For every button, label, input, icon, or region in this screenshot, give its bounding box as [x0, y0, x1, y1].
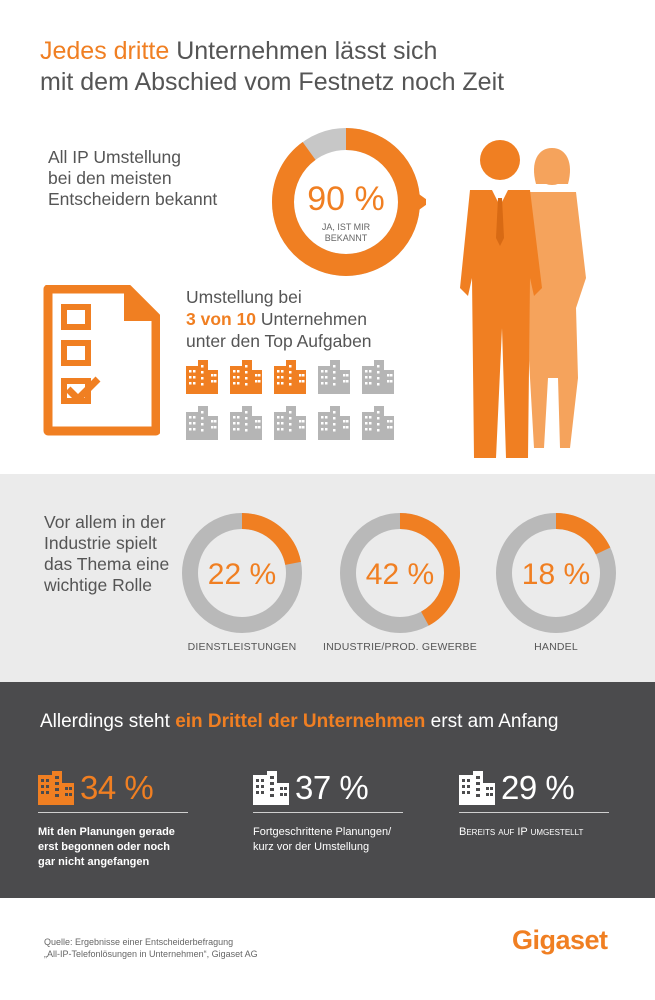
stat-divider — [253, 812, 403, 813]
source-line-1: Quelle: Ergebnisse einer Entscheiderbefr… — [44, 937, 234, 947]
checklist-document-icon — [43, 285, 160, 436]
business-people-illustration — [460, 140, 586, 458]
stat-divider — [38, 812, 188, 813]
stat-desc-switched-line-1: Bereits auf IP umgestellt — [459, 826, 584, 838]
donut-industrie-value: 42 % — [366, 558, 434, 591]
awareness-line-2: bei den meisten — [48, 168, 172, 188]
adoption-headline: Allerdings steht ein Drittel der Unterne… — [40, 711, 640, 733]
stat-desc-switched: Bereits auf IP umgestellt — [459, 825, 629, 840]
top-tasks-line-3: unter den Top Aufgaben — [186, 331, 372, 351]
stat-value-begun: 34 % — [80, 769, 154, 806]
awareness-line-1: All IP Umstellung — [48, 147, 181, 167]
stat-block-begun: 34 % Mit den Planungen gerade erst begon… — [38, 766, 208, 870]
stat-desc-begun-line-1: Mit den Planungen gerade — [38, 826, 175, 838]
stat-desc-advanced: Fortgeschrittene Planungen/ kurz vor der… — [253, 825, 423, 855]
awareness-line-3: Entscheidern bekannt — [48, 189, 218, 209]
adoption-headline-bold: ein Drittel der Unternehmen — [175, 711, 426, 732]
top-tasks-highlight: 3 von 10 — [186, 309, 257, 329]
building-icon — [318, 406, 350, 440]
donut-dienstleistungen: 22 % — [182, 513, 302, 633]
title-highlight: Jedes dritte — [40, 37, 170, 65]
label-dienstleistungen: DIENSTLEISTUNGEN — [187, 641, 297, 653]
source-line-2: „All-IP-Telefonlösungen in Unternehmen“,… — [44, 949, 258, 959]
industry-line-2: Industrie spielt — [44, 533, 157, 553]
building-icon — [362, 406, 394, 440]
industry-line-3: das Thema eine — [44, 554, 170, 574]
donut-dienstleistungen-arc — [182, 513, 302, 633]
donut-industrie-arc — [340, 513, 460, 633]
awareness-text: All IP Umstellung bei den meisten Entsch… — [48, 147, 268, 210]
awareness-donut-arc — [272, 128, 420, 276]
title-line-2: mit dem Abschied vom Festnetz noch Zeit — [40, 68, 505, 96]
stat-block-advanced: 37 % Fortgeschrittene Planungen/ kurz vo… — [253, 766, 423, 855]
stat-block-switched: 29 % Bereits auf IP umgestellt — [459, 766, 629, 840]
stat-desc-advanced-line-2: kurz vor der Umstellung — [253, 841, 370, 853]
top-tasks-line-1: Umstellung bei — [186, 287, 302, 307]
gigaset-logo: Gigaset — [512, 925, 608, 955]
building-icon — [38, 771, 74, 805]
awareness-donut-chart: 90 % JA, IST MIR BEKANNT — [272, 128, 426, 276]
building-icon — [253, 771, 289, 805]
source-note: Quelle: Ergebnisse einer Entscheiderbefr… — [44, 936, 344, 960]
donut-handel: 18 % — [496, 513, 616, 633]
top-tasks-text: Umstellung bei 3 von 10 Unternehmen unte… — [186, 286, 426, 352]
building-icon-highlighted — [230, 360, 262, 394]
building-icon — [362, 360, 394, 394]
donut-handel-value: 18 % — [522, 558, 590, 591]
stat-desc-begun: Mit den Planungen gerade erst begonnen o… — [38, 825, 208, 870]
building-icon — [274, 406, 306, 440]
donut-dienstleistungen-value: 22 % — [208, 558, 276, 591]
donut-industrie: 42 % — [340, 513, 460, 633]
label-industrie: INDUSTRIE/PROD. GEWERBE — [323, 641, 477, 653]
adoption-headline-pre: Allerdings steht — [40, 711, 176, 732]
stat-desc-advanced-line-1: Fortgeschrittene Planungen/ — [253, 826, 392, 838]
awareness-donut-value: 90 % — [307, 180, 385, 218]
title-rest: Unternehmen lässt sich — [169, 37, 438, 65]
awareness-donut-caption-2: BEKANNT — [325, 233, 368, 243]
stat-value-switched: 29 % — [501, 769, 575, 806]
stat-desc-begun-line-3: gar nicht angefangen — [38, 856, 150, 868]
adoption-section — [0, 682, 655, 898]
building-icon-highlighted — [186, 360, 218, 394]
building-icon — [459, 771, 495, 805]
building-icon — [186, 406, 218, 440]
donut-handel-arc — [496, 513, 616, 633]
awareness-donut-pointer — [416, 192, 426, 212]
building-icon — [230, 406, 262, 440]
industry-line-1: Vor allem in der — [44, 512, 166, 532]
building-icon-highlighted — [274, 360, 306, 394]
awareness-donut-caption-1: JA, IST MIR — [322, 222, 371, 232]
top-tasks-line-2: Unternehmen — [256, 309, 367, 329]
page-title: Jedes dritte Unternehmen lässt sich mit … — [40, 36, 640, 98]
label-handel: HANDEL — [534, 641, 578, 653]
buildings-pictogram-chart — [186, 360, 394, 440]
industry-line-4: wichtige Rolle — [44, 575, 152, 595]
adoption-headline-post: erst am Anfang — [425, 711, 559, 732]
industry-section — [0, 474, 655, 682]
industry-text: Vor allem in der Industrie spielt das Th… — [44, 512, 194, 596]
stat-divider — [459, 812, 609, 813]
stat-desc-begun-line-2: erst begonnen oder noch — [38, 841, 171, 853]
stat-value-advanced: 37 % — [295, 769, 369, 806]
building-icon — [318, 360, 350, 394]
